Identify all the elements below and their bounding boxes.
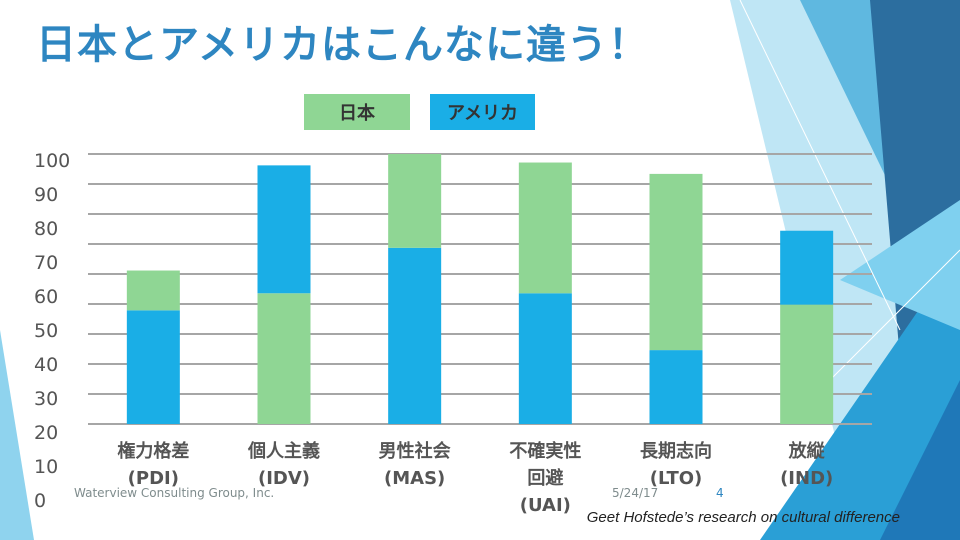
bar-japan: [126, 270, 180, 311]
legend-usa: アメリカ: [430, 94, 535, 130]
bar-usa: [126, 310, 180, 424]
category-label: 個人主義 (IDV): [229, 438, 339, 492]
category-label-line: 個人主義: [248, 441, 320, 462]
category-label-line: (PDI): [127, 468, 179, 489]
y-tick-label: 0: [34, 490, 47, 512]
category-label: 放縦 (IND): [752, 438, 862, 492]
y-tick-label: 10: [34, 456, 59, 478]
category-label-line: (LTO): [649, 468, 703, 489]
category-label-line: (IND): [780, 468, 834, 489]
y-tick-label: 20: [34, 422, 59, 444]
y-tick-label: 30: [34, 388, 59, 410]
footer-page: 4: [716, 486, 724, 500]
category-label-line: 放縦: [788, 441, 825, 462]
y-tick-label: 90: [34, 184, 59, 206]
bar-usa: [388, 247, 442, 424]
category-label-line: (UAI): [519, 495, 571, 516]
category-label-line: 権力格差: [117, 441, 190, 462]
category-label-line: 長期志向: [640, 441, 712, 462]
category-label: 長期志向 (LTO): [621, 438, 731, 492]
category-label-line: 男性社会: [378, 441, 451, 462]
y-tick-label: 50: [34, 320, 59, 342]
y-tick-label: 60: [34, 286, 59, 308]
bar-usa: [257, 165, 311, 294]
bar-usa: [780, 230, 834, 305]
bar-japan: [649, 173, 703, 351]
source-note: Geet Hofstede’s research on cultural dif…: [586, 509, 900, 526]
category-label: 不確実性回避 (UAI): [490, 438, 600, 519]
category-label-line: (IDV): [257, 468, 311, 489]
legend-japan: 日本: [304, 94, 410, 130]
footer-date: 5/24/17: [612, 486, 659, 500]
y-tick-label: 40: [34, 354, 59, 376]
page-title: 日本とアメリカはこんなに違う！: [36, 22, 649, 68]
y-tick-label: 100: [34, 150, 71, 172]
category-label-line: 不確実性: [509, 441, 582, 462]
bar-japan: [388, 154, 442, 248]
deco-triangle-6: [840, 200, 960, 330]
deco-triangle-5: [880, 380, 960, 540]
category-label: 権力格差 (PDI): [98, 438, 208, 492]
deco-left-triangle: [0, 330, 34, 540]
y-tick-label: 80: [34, 218, 59, 240]
bar-japan: [257, 293, 311, 424]
bar-usa: [649, 350, 703, 424]
footer-company: Waterview Consulting Group, Inc.: [74, 486, 275, 500]
bar-japan: [518, 162, 572, 294]
bar-usa: [518, 293, 572, 424]
category-label-line: (MAS): [384, 468, 446, 489]
deco-line-1: [739, 0, 901, 331]
legend-usa-label: アメリカ: [446, 103, 519, 124]
y-tick-label: 70: [34, 252, 59, 274]
legend-japan-label: 日本: [339, 103, 375, 124]
category-label: 男性社会 (MAS): [360, 438, 470, 492]
bar-japan: [780, 304, 834, 424]
category-label-line: 回避: [527, 468, 564, 489]
